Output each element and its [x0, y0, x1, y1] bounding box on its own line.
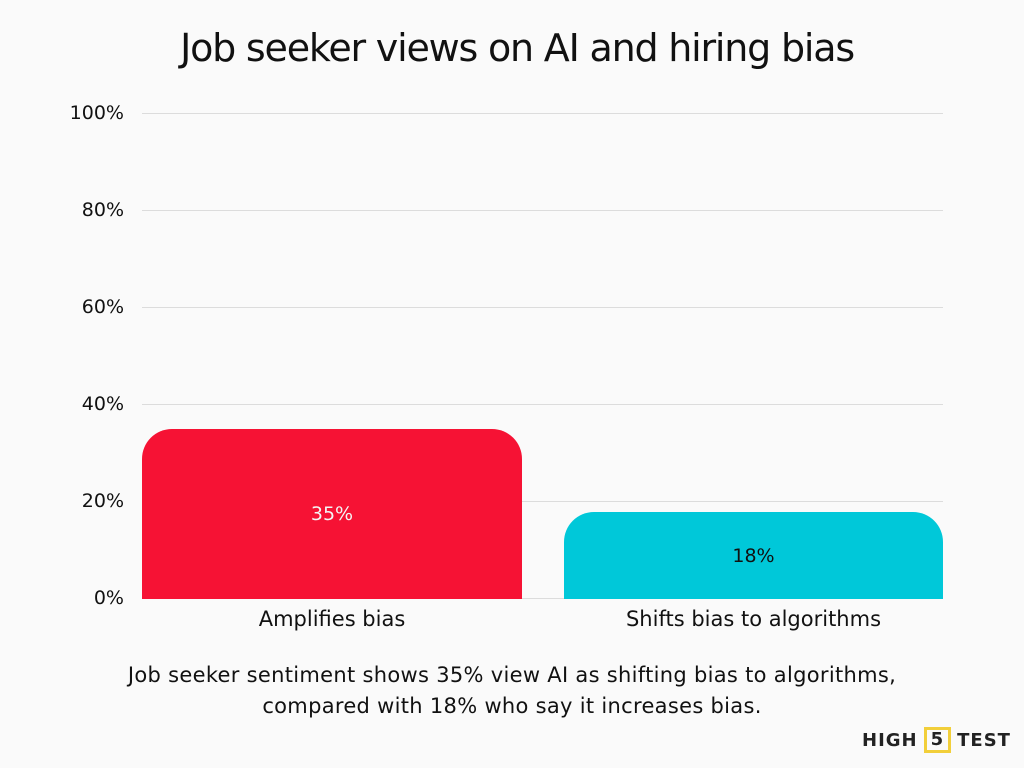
gridline-20: [142, 501, 943, 502]
gridline-60: [142, 307, 943, 308]
y-tick-20: 20%: [81, 490, 124, 512]
bar-value-label: 18%: [732, 544, 775, 567]
chart-title: Job seeker views on AI and hiring bias: [180, 26, 855, 70]
x-label-amplifies-bias: Amplifies bias: [258, 607, 406, 631]
y-tick-40: 40%: [81, 393, 124, 415]
bar-shifts-bias: 18%: [564, 512, 943, 599]
y-tick-80: 80%: [81, 199, 124, 221]
chart-caption: Job seeker sentiment shows 35% view AI a…: [20, 660, 1004, 722]
x-label-shifts-bias: Shifts bias to algorithms: [625, 607, 882, 631]
caption-line-1: Job seeker sentiment shows 35% view AI a…: [127, 663, 897, 687]
gridline-40: [142, 404, 943, 405]
bar-amplifies-bias: 35%: [142, 429, 522, 599]
bar-value-label: 35%: [310, 503, 354, 525]
gridline-0: [142, 598, 943, 599]
logo-text-right: TEST: [957, 729, 1011, 751]
logo-five-box: 5: [923, 727, 952, 753]
brand-logo: HIGH 5 TEST: [862, 727, 1011, 753]
y-tick-100: 100%: [69, 102, 124, 124]
gridline-80: [142, 210, 943, 211]
y-tick-60: 60%: [81, 296, 124, 318]
logo-text-left: HIGH: [862, 729, 918, 751]
gridline-100: [142, 113, 943, 114]
caption-line-2: compared with 18% who say it increases b…: [262, 694, 762, 718]
y-tick-0: 0%: [93, 587, 124, 609]
